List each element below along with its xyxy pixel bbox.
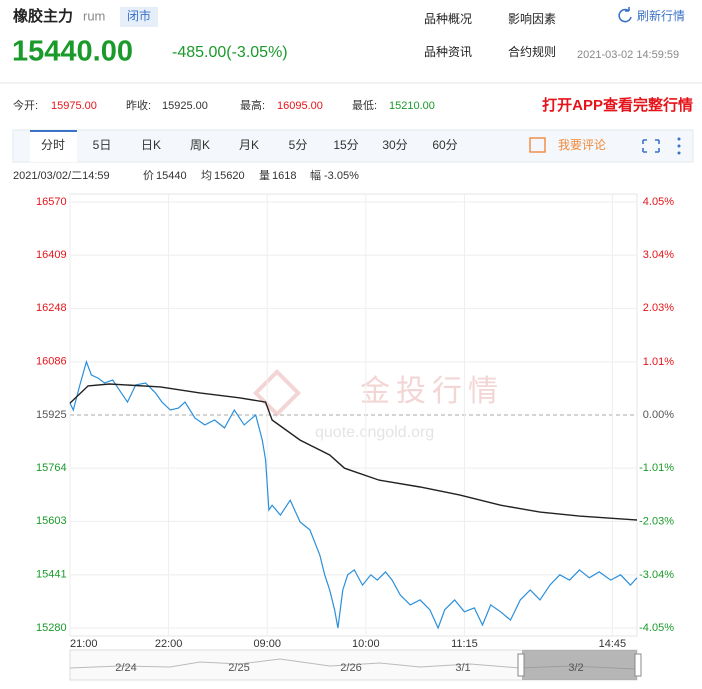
- x-tick-label: 14:45: [599, 638, 627, 650]
- comment-icon[interactable]: [529, 137, 546, 153]
- stat-label: 昨收:: [126, 98, 151, 112]
- navigator-labels: 2/24 2/25 2/26 3/1 3/2: [115, 662, 583, 674]
- tab[interactable]: 15分: [333, 138, 358, 152]
- stat-label: 今开:: [13, 98, 38, 112]
- stat-value: 15975.00: [51, 100, 97, 112]
- navigator-label: 3/1: [455, 662, 470, 674]
- stat-value: 16095.00: [277, 100, 323, 112]
- nav-link[interactable]: 品种资讯: [424, 45, 472, 59]
- y-tick-label: 15441: [36, 569, 67, 581]
- info-time: 2021/03/02/二14:59: [13, 170, 110, 182]
- navigator-label: 2/25: [228, 662, 249, 674]
- tab[interactable]: 日K: [141, 138, 161, 152]
- chart: 16570 16409 16248 16086 15925 15764 15603 15441…: [36, 193, 674, 650]
- y-tick-label: 16086: [36, 356, 67, 368]
- promo-link[interactable]: 打开APP查看完整行情: [542, 96, 693, 114]
- stat-label: 最高:: [240, 98, 265, 112]
- status-badge: [120, 7, 158, 27]
- y2-tick-label: 1.01%: [643, 356, 674, 368]
- menu-icon[interactable]: [677, 137, 681, 141]
- nav-link[interactable]: 影响因素: [508, 11, 556, 26]
- navigator-window[interactable]: [522, 650, 637, 680]
- info-value: 15620: [214, 170, 245, 182]
- watermark-logo: [252, 368, 302, 418]
- y2-tick-label: 3.04%: [643, 249, 674, 261]
- x-tick-label: 11:15: [451, 638, 478, 650]
- stat-value: 15210.00: [389, 100, 435, 112]
- x-tick-label: 21:00: [70, 638, 98, 650]
- x-tick-label: 22:00: [155, 638, 183, 650]
- y2-tick-label: -4.05%: [639, 622, 674, 634]
- datetime: 2021-03-02 14:59:59: [577, 49, 679, 61]
- active-tab: [30, 130, 77, 162]
- watermark-url: quote.cngold.org: [315, 424, 434, 441]
- navigator-handle[interactable]: [517, 653, 525, 677]
- tabs: 分时 5日 日K 周K 月K 5分 15分 30分 60分: [41, 138, 458, 152]
- series-line: [69, 359, 638, 630]
- nav-link[interactable]: 品种概况: [424, 12, 472, 26]
- y2-tick-label: -1.01%: [639, 462, 674, 474]
- info-label: 价: [143, 169, 154, 182]
- stat-label: 最低:: [352, 99, 377, 112]
- x-tick-label: 10:00: [352, 638, 380, 650]
- change: -485.00(-3.05%): [172, 44, 288, 61]
- y-tick-label: 15764: [36, 462, 67, 474]
- tab[interactable]: 5分: [289, 138, 308, 152]
- refresh-icon[interactable]: [618, 7, 632, 23]
- y-tick-label: 16248: [36, 302, 67, 314]
- y2-tick-label: 0.00%: [643, 409, 674, 421]
- navigator-label: 2/26: [340, 662, 361, 674]
- price: 15440.00: [12, 36, 133, 68]
- instrument-name: 橡胶主力: [13, 7, 73, 25]
- info-value: 1618: [272, 170, 296, 182]
- series-line: [69, 383, 638, 521]
- stat-value: 15925.00: [162, 100, 208, 112]
- instrument-code: rum: [83, 8, 105, 23]
- tab[interactable]: 30分: [382, 138, 407, 152]
- menu-icon: [677, 151, 681, 155]
- y-tick-label: 15925: [36, 409, 67, 421]
- info-value: -3.05%: [324, 170, 359, 182]
- status: 闭市: [127, 8, 151, 23]
- tab-bar: [12, 129, 694, 163]
- y2-tick-label: 4.05%: [643, 196, 674, 208]
- info-label: 幅: [310, 169, 321, 182]
- tab[interactable]: 5日: [93, 138, 112, 152]
- tab[interactable]: 周K: [190, 138, 210, 152]
- navigator-label: 2/24: [115, 662, 136, 674]
- watermark: 金投行情: [360, 375, 504, 408]
- y-tick-label: 15603: [36, 515, 67, 527]
- info-label: 量: [259, 169, 270, 182]
- comment[interactable]: 我要评论: [558, 138, 606, 152]
- nav-link[interactable]: 合约规则: [508, 44, 556, 59]
- menu-icon: [677, 144, 681, 148]
- y2-tick-label: 2.03%: [643, 302, 674, 314]
- y-tick-label: 16409: [36, 249, 67, 261]
- info-label: 均: [201, 169, 212, 182]
- navigator-label: 3/2: [568, 662, 583, 674]
- y2-tick-label: -2.03%: [639, 516, 674, 528]
- navigator-handle[interactable]: [634, 653, 642, 677]
- y2-tick-label: -3.04%: [639, 569, 674, 581]
- refresh[interactable]: 刷新行情: [637, 8, 685, 23]
- fullscreen-icon[interactable]: [642, 139, 660, 153]
- tab[interactable]: 60分: [432, 138, 457, 152]
- tab[interactable]: 月K: [239, 138, 259, 152]
- y-tick-label: 15280: [36, 622, 67, 634]
- info-value: 15440: [156, 170, 187, 182]
- x-tick-label: 09:00: [253, 638, 281, 650]
- y-tick-label: 16570: [36, 196, 67, 208]
- tab[interactable]: 分时: [41, 138, 65, 152]
